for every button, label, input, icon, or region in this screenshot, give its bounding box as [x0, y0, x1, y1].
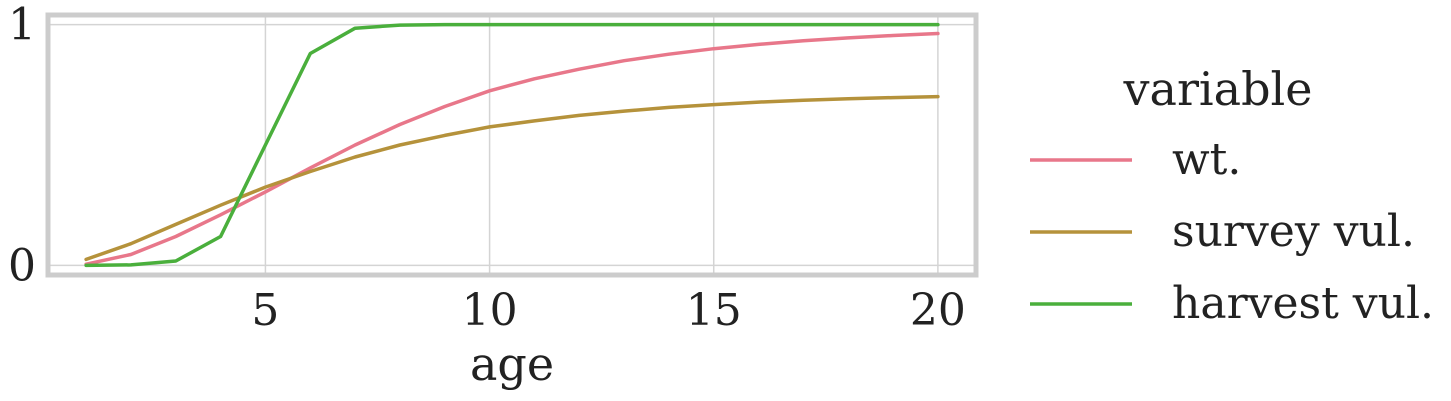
x-axis-label: age	[470, 337, 554, 391]
x-tick-label: 20	[910, 285, 966, 336]
series-line	[84, 22, 940, 268]
series-line	[84, 94, 940, 262]
grid-lines	[48, 15, 976, 275]
tick-labels: 5 10 15 20 0 1	[8, 0, 966, 336]
y-tick-label: 1	[8, 0, 36, 51]
series-lines	[84, 22, 940, 268]
series-line	[84, 31, 940, 266]
legend-label: survey vul.	[1172, 206, 1415, 257]
legend-title: variable	[1123, 62, 1313, 116]
legend-label: harvest vul.	[1172, 278, 1434, 329]
x-tick-label: 10	[462, 285, 518, 336]
legend-label: wt.	[1172, 134, 1241, 185]
legend-items: wt. survey vul. harvest vul.	[1030, 134, 1434, 329]
plot-frame	[45, 12, 979, 278]
legend: variable wt. survey vul. harvest vul.	[1030, 62, 1434, 329]
y-tick-label: 0	[8, 240, 36, 291]
x-tick-label: 5	[251, 285, 279, 336]
x-tick-label: 15	[686, 285, 742, 336]
